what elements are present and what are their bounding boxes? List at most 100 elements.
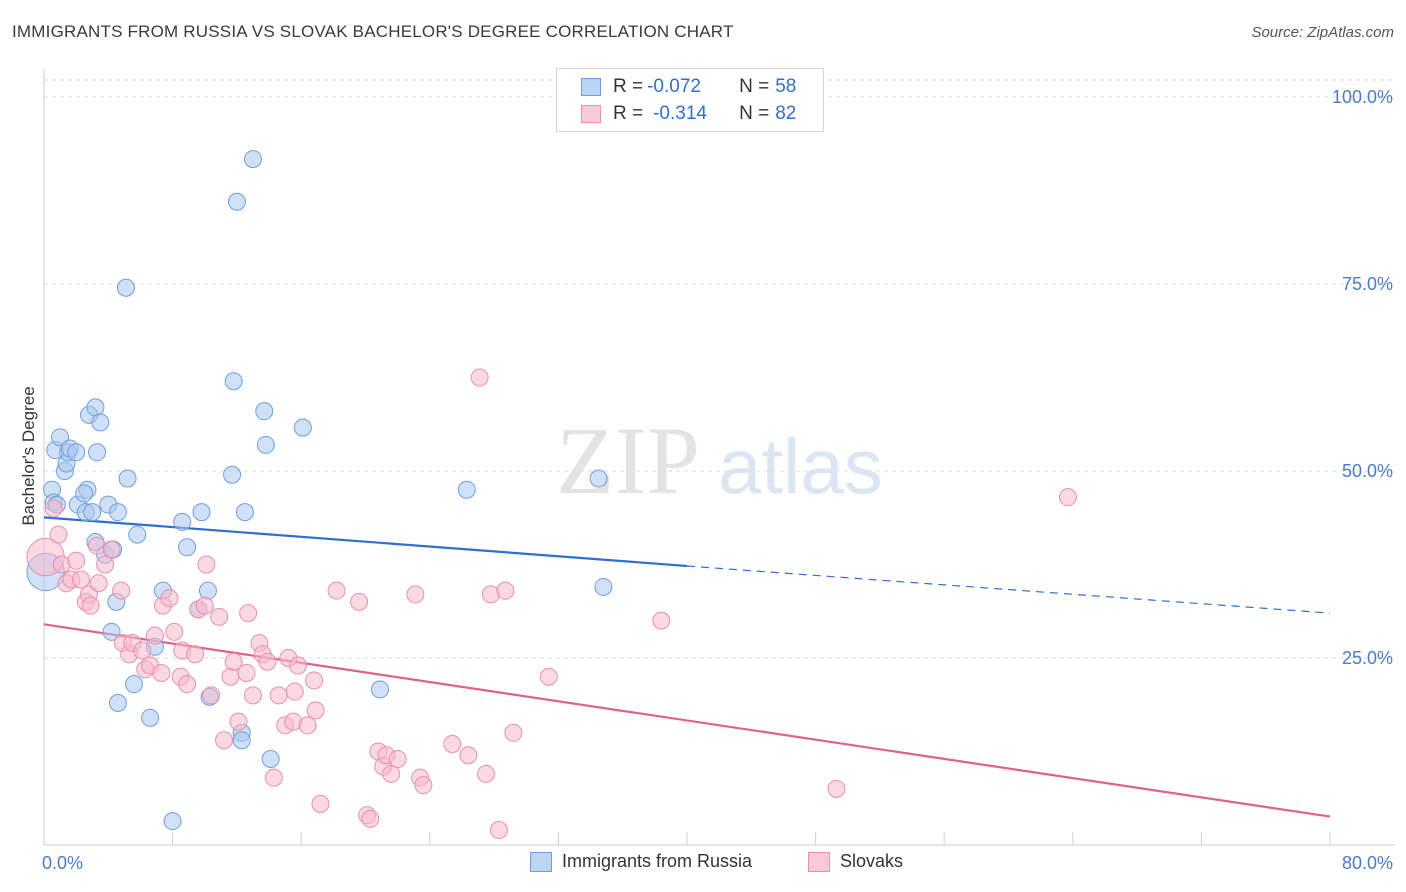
- slovaks-point-42: [243, 686, 262, 705]
- slovaks-legend-label: Slovaks: [840, 851, 904, 871]
- russia-point-50: [256, 435, 275, 454]
- slovaks-point-15: [112, 581, 131, 600]
- y-tick-label-3: 100.0%: [1332, 87, 1393, 107]
- slovaks-point-74: [489, 821, 508, 840]
- russia-point-52: [293, 418, 312, 437]
- slovaks-n-value: 82: [775, 103, 797, 124]
- slovaks-point-57: [327, 581, 346, 600]
- russia-point-49: [255, 402, 274, 421]
- russia-legend-label: Immigrants from Russia: [562, 851, 753, 871]
- watermark-zip: ZIP: [556, 407, 700, 514]
- slovaks-point-40: [237, 663, 256, 682]
- slovaks-point-55: [306, 701, 325, 720]
- russia-point-36: [178, 538, 197, 557]
- slovaks-point-78: [652, 611, 671, 630]
- slovaks-point-25: [160, 589, 179, 608]
- russia-trend-extension: [686, 565, 1331, 614]
- axes: [43, 68, 1395, 846]
- slovaks-point-46: [264, 768, 283, 787]
- russia-point-54: [457, 480, 476, 499]
- slovaks-point-23: [152, 663, 171, 682]
- slovaks-point-10: [81, 596, 100, 615]
- watermark: ZIP atlas: [556, 407, 883, 514]
- russia-point-53: [370, 680, 389, 699]
- russia-legend-swatch: [530, 851, 552, 872]
- russia-n-label: N =: [739, 76, 770, 97]
- slovaks-point-12: [89, 574, 108, 593]
- slovaks-point-70: [459, 746, 478, 765]
- russia-point-51: [261, 749, 280, 768]
- slovaks-point-58: [350, 592, 369, 611]
- slovaks-point-52: [288, 656, 307, 675]
- x-tick-label-0: 0.0%: [42, 853, 83, 873]
- russia-point-19: [83, 503, 102, 522]
- russia-point-28: [102, 622, 121, 641]
- slovaks-point-35: [210, 607, 229, 626]
- russia-point-14: [75, 484, 94, 503]
- legend-row-slovaks: R = -0.314 N = 82: [581, 102, 796, 126]
- slovaks-point-7: [71, 570, 90, 589]
- slovaks-point-22: [145, 626, 164, 645]
- russia-point-32: [141, 708, 160, 727]
- legend-item-slovaks[interactable]: Slovaks: [808, 851, 903, 872]
- russia-point-44: [227, 192, 246, 211]
- slovaks-point-26: [165, 622, 184, 641]
- slovaks-point-14: [102, 540, 121, 559]
- slovaks-point-69: [443, 735, 462, 754]
- chart-title: IMMIGRANTS FROM RUSSIA VS SLOVAK BACHELO…: [12, 22, 734, 41]
- slovaks-point-32: [195, 596, 214, 615]
- y-tick-label-0: 25.0%: [1342, 648, 1393, 668]
- slovaks-point-33: [197, 555, 216, 574]
- watermark-atlas: atlas: [718, 422, 883, 510]
- russia-r-value: -0.072: [647, 76, 701, 97]
- russia-n-value: 58: [775, 76, 797, 97]
- slovaks-point-71: [470, 368, 489, 387]
- y-axis-title: Bachelor's Degree: [19, 386, 38, 525]
- stats-legend: R = -0.072 N = 58 R = -0.314 N = 82: [556, 68, 824, 132]
- slovaks-r-label: R =: [613, 103, 644, 124]
- russia-point-41: [163, 812, 182, 831]
- slovaks-point-51: [285, 682, 304, 701]
- russia-point-16: [86, 398, 105, 417]
- russia-point-35: [173, 512, 192, 531]
- tick-labels: 25.0% 50.0% 75.0% 100.0% 0.0% 80.0%: [42, 87, 1393, 873]
- slovaks-point-2: [49, 525, 68, 544]
- y-tick-label-2: 75.0%: [1342, 274, 1393, 294]
- russia-point-30: [108, 693, 127, 712]
- slovaks-point-30: [186, 645, 205, 664]
- slovaks-point-29: [178, 675, 197, 694]
- y-tick-label-1: 50.0%: [1342, 461, 1393, 481]
- slovaks-point-41: [239, 604, 258, 623]
- russia-point-47: [232, 731, 251, 750]
- russia-point-25: [118, 469, 137, 488]
- russia-point-48: [243, 150, 262, 169]
- slovaks-point-45: [258, 652, 277, 671]
- slovaks-point-75: [496, 581, 515, 600]
- slovaks-point-56: [311, 794, 330, 813]
- slovaks-point-36: [215, 731, 234, 750]
- russia-point-26: [128, 525, 147, 544]
- russia-trend-line: [43, 516, 688, 568]
- slovaks-point-39: [229, 712, 248, 731]
- russia-point-31: [125, 675, 144, 694]
- slovaks-point-54: [305, 671, 324, 690]
- russia-point-38: [192, 503, 211, 522]
- data-points: [26, 150, 1077, 840]
- russia-point-27: [116, 278, 135, 297]
- x-tick-label-1: 80.0%: [1342, 853, 1393, 873]
- slovaks-point-37: [221, 667, 240, 686]
- slovaks-point-72: [477, 764, 496, 783]
- russia-point-21: [108, 503, 127, 522]
- slovaks-point-77: [539, 667, 558, 686]
- slovaks-swatch: [581, 105, 601, 123]
- slovaks-point-13: [96, 555, 115, 574]
- legend-item-russia[interactable]: Immigrants from Russia: [530, 851, 752, 872]
- slovaks-point-79: [827, 779, 846, 798]
- slovaks-r-value: -0.314: [653, 103, 707, 124]
- russia-point-18: [88, 443, 107, 462]
- russia-point-45: [235, 503, 254, 522]
- russia-point-39: [198, 581, 217, 600]
- slovaks-point-60: [361, 809, 380, 828]
- slovaks-point-80: [1058, 488, 1077, 507]
